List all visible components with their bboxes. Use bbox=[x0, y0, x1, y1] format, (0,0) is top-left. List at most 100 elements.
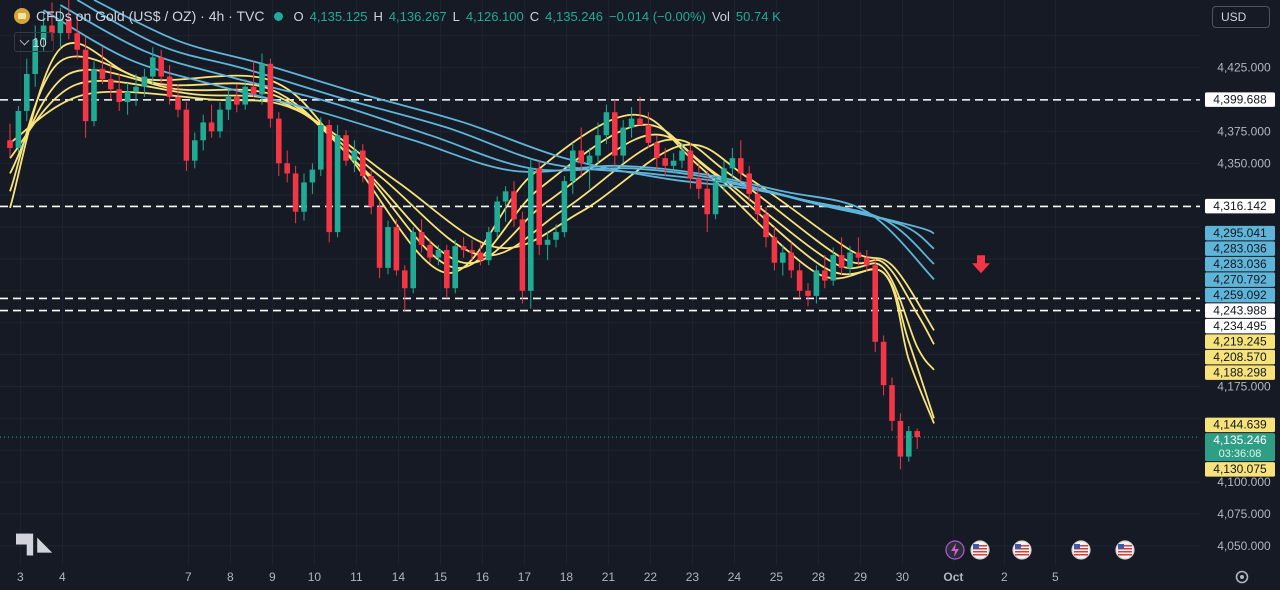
event-marker bbox=[1071, 540, 1091, 560]
candle-body bbox=[494, 201, 500, 233]
price-label-box bbox=[1205, 256, 1275, 272]
price-label-box bbox=[1205, 318, 1275, 334]
lightning-glyph bbox=[951, 543, 959, 557]
candle-body bbox=[133, 86, 139, 92]
candle-body bbox=[897, 420, 904, 457]
candle-body bbox=[385, 227, 391, 268]
candle-body bbox=[872, 265, 878, 342]
high-label: H bbox=[373, 8, 383, 24]
candle-body bbox=[712, 182, 719, 215]
candle-body bbox=[309, 169, 316, 183]
lightning-event-icon[interactable] bbox=[945, 540, 965, 560]
price-label-box bbox=[1205, 433, 1275, 462]
ma-line-yellow bbox=[9, 90, 935, 331]
symbol-legend: CFDs on Gold (US$ / OZ) · 4h · TVC O 4,13… bbox=[14, 8, 781, 24]
time-tick-label: 11 bbox=[350, 570, 363, 584]
time-tick-label: 18 bbox=[560, 570, 574, 584]
candle-body bbox=[292, 173, 299, 212]
us-flag-event-icon[interactable] bbox=[1115, 540, 1135, 560]
candle-body bbox=[864, 257, 870, 266]
flag-stripe bbox=[1015, 545, 1029, 547]
candle-body bbox=[276, 118, 282, 164]
ma-line-blue bbox=[76, 0, 935, 250]
price-label: 4,208.570 bbox=[1213, 350, 1267, 364]
price-label: 4,130.075 bbox=[1213, 462, 1267, 476]
price-tick-label: 4,175.000 bbox=[1217, 379, 1271, 393]
price-tick-label: 4,050.000 bbox=[1217, 539, 1271, 553]
candle-body bbox=[738, 158, 744, 174]
candle-body bbox=[754, 193, 761, 215]
price-label: 4,283.036 bbox=[1213, 257, 1267, 271]
candle-body bbox=[679, 150, 685, 161]
candle-body bbox=[208, 122, 215, 132]
candle-body bbox=[822, 270, 828, 281]
price-label: 4,144.639 bbox=[1213, 418, 1267, 432]
us-flag-event-icon[interactable] bbox=[970, 540, 990, 560]
symbol-title[interactable]: CFDs on Gold (US$ / OZ) · 4h · TVC bbox=[36, 8, 265, 24]
candle-body bbox=[729, 158, 736, 169]
candle-body bbox=[889, 385, 895, 421]
candle-body bbox=[326, 124, 332, 233]
price-label-box bbox=[1205, 241, 1275, 256]
time-tick-label: 5 bbox=[1052, 570, 1059, 584]
candle-body bbox=[108, 79, 114, 90]
ma-line-yellow bbox=[9, 79, 935, 345]
candle-body bbox=[166, 76, 173, 97]
time-tick-label: 3 bbox=[17, 570, 24, 584]
candle-body bbox=[452, 246, 458, 289]
volume-label: Vol bbox=[711, 8, 730, 24]
candle-body bbox=[763, 214, 769, 238]
price-tick-label: 4,425.000 bbox=[1217, 61, 1271, 75]
candle-body bbox=[830, 255, 836, 281]
close-value: 4,135.246 bbox=[545, 8, 603, 24]
candle-body bbox=[427, 244, 433, 258]
candle-body bbox=[250, 86, 257, 95]
candle-body bbox=[200, 122, 206, 141]
candle-body bbox=[561, 181, 568, 233]
currency-selector[interactable]: USD bbox=[1212, 6, 1270, 28]
price-label: 4,219.245 bbox=[1213, 334, 1267, 348]
candle-body bbox=[242, 86, 248, 105]
price-labels: 4,399.6884,316.1424,295.0414,283.0364,28… bbox=[1205, 92, 1275, 477]
flag-canton bbox=[1074, 544, 1080, 549]
countdown-label: 03:36:08 bbox=[1219, 448, 1262, 460]
candle-body bbox=[519, 219, 526, 291]
time-tick-label: 4 bbox=[59, 570, 66, 584]
candle-body bbox=[477, 252, 484, 261]
price-label-box bbox=[1205, 462, 1275, 477]
gear-icon bbox=[1235, 570, 1249, 584]
time-tick-label: 29 bbox=[854, 570, 868, 584]
horizontal-lines bbox=[0, 99, 1200, 438]
indicators-toggle[interactable]: 10 bbox=[14, 32, 54, 52]
candle-body bbox=[360, 150, 366, 177]
candle-body bbox=[259, 63, 265, 95]
candle-body bbox=[721, 168, 727, 183]
ma-line-yellow bbox=[9, 68, 935, 371]
candle-body bbox=[553, 232, 559, 240]
candle-body bbox=[192, 140, 198, 161]
low-label: L bbox=[452, 8, 460, 24]
price-label-box bbox=[1205, 92, 1275, 107]
candle-body bbox=[57, 19, 64, 34]
time-tick-label: 24 bbox=[728, 570, 742, 584]
price-label: 4,283.036 bbox=[1213, 241, 1267, 255]
time-tick-label: 10 bbox=[308, 570, 322, 584]
time-tick-label: 28 bbox=[812, 570, 826, 584]
flag-stripe bbox=[1074, 551, 1088, 553]
time-tick-label: 16 bbox=[476, 570, 490, 584]
price-label-box bbox=[1205, 287, 1275, 303]
gear-icon-center bbox=[1240, 575, 1244, 579]
us-flag-event-icon[interactable] bbox=[1071, 540, 1091, 560]
price-label: 4,295.041 bbox=[1213, 226, 1267, 240]
candle-body bbox=[15, 110, 22, 148]
candle-body bbox=[318, 124, 324, 170]
price-tick-label: 4,100.000 bbox=[1217, 475, 1271, 489]
candle-body bbox=[788, 252, 794, 271]
candle-body bbox=[603, 112, 610, 136]
price-label-box bbox=[1205, 349, 1275, 365]
candle-body bbox=[486, 232, 492, 261]
candle-body bbox=[502, 191, 509, 202]
us-flag-event-icon[interactable] bbox=[1012, 540, 1032, 560]
